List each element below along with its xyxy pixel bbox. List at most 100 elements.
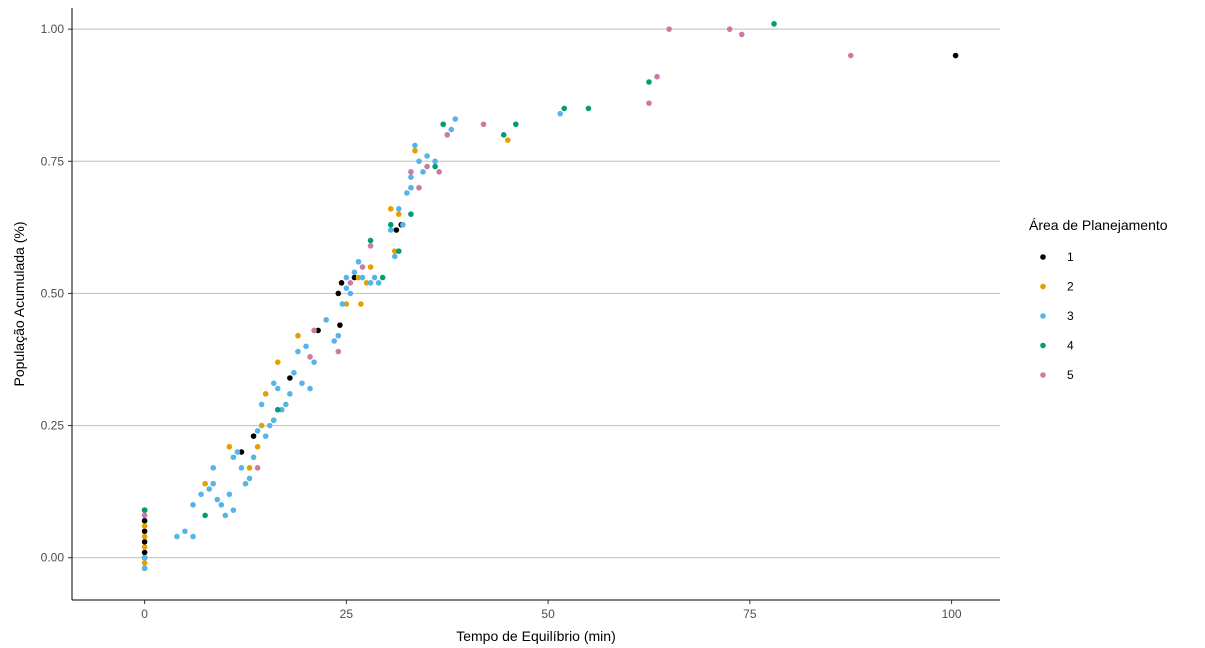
- data-point-area-5: [347, 280, 354, 286]
- data-point-area-5: [307, 354, 313, 360]
- data-point-area-3: [226, 491, 233, 498]
- data-point-area-4: [367, 237, 374, 244]
- data-point-area-1: [141, 549, 148, 556]
- data-point-area-2: [343, 301, 350, 307]
- data-point-area-5: [416, 184, 422, 191]
- data-point-area-3: [391, 253, 398, 260]
- data-point-area-3: [303, 343, 309, 350]
- data-point-area-5: [480, 121, 487, 128]
- data-point-area-3: [262, 433, 269, 439]
- data-point-area-2: [412, 147, 418, 154]
- data-point-area-3: [266, 422, 273, 429]
- data-point-area-4: [408, 211, 414, 217]
- data-point-area-2: [262, 391, 269, 397]
- data-point-area-3: [335, 332, 342, 339]
- data-point-area-3: [371, 274, 378, 281]
- data-point-area-3: [355, 258, 362, 265]
- data-point-area-3: [311, 359, 317, 365]
- data-point-area-3: [404, 190, 410, 196]
- legend: Área de Planejamento 1 2 3 4 5: [1029, 217, 1168, 382]
- data-point-area-2: [367, 264, 374, 270]
- legend-label-5: 5: [1067, 368, 1074, 382]
- data-point-area-2: [226, 443, 233, 450]
- data-point-area-2: [396, 211, 402, 217]
- data-point-area-2: [358, 301, 364, 307]
- x-tick-label: 0: [141, 607, 148, 621]
- legend-key-4: [1040, 342, 1046, 349]
- data-point-area-3: [339, 301, 346, 307]
- data-point-area-3: [218, 502, 225, 508]
- data-point-area-3: [295, 348, 301, 355]
- data-point-area-3: [254, 428, 261, 434]
- data-point-area-3: [557, 110, 564, 117]
- x-tick-label: 50: [541, 607, 555, 621]
- y-tick-label: 0.00: [41, 551, 65, 565]
- data-point-area-4: [396, 248, 402, 254]
- data-point-area-2: [254, 443, 261, 450]
- data-point-area-2: [141, 544, 148, 550]
- data-point-area-3: [246, 475, 253, 482]
- data-point-area-2: [141, 523, 148, 529]
- data-point-area-3: [359, 274, 366, 281]
- data-point-area-3: [343, 285, 350, 291]
- legend-label-4: 4: [1067, 339, 1074, 353]
- data-point-area-3: [274, 385, 281, 392]
- data-point-area-4: [513, 121, 519, 128]
- data-point-area-3: [396, 206, 402, 212]
- data-point-area-3: [250, 454, 257, 461]
- data-point-area-4: [646, 79, 652, 85]
- data-point-area-5: [646, 100, 652, 106]
- data-point-area-2: [246, 465, 253, 471]
- y-ticks: 0.00 0.25 0.50 0.75 1.00: [41, 22, 72, 565]
- data-point-area-3: [452, 116, 459, 122]
- data-point-area-1: [315, 327, 321, 334]
- data-point-area-3: [190, 502, 196, 508]
- data-point-area-3: [214, 496, 221, 503]
- data-point-area-5: [726, 26, 733, 32]
- data-point-area-5: [444, 132, 451, 138]
- data-point-area-3: [279, 406, 285, 413]
- data-point-area-3: [307, 385, 313, 392]
- data-point-area-3: [412, 142, 418, 149]
- axes: [71, 8, 1000, 601]
- data-point-area-1: [141, 539, 148, 545]
- data-points: [141, 21, 959, 572]
- data-point-area-2: [141, 560, 148, 566]
- legend-key-5: [1040, 372, 1046, 378]
- data-point-area-1: [250, 433, 257, 439]
- data-point-area-1: [337, 322, 343, 328]
- data-point-area-2: [295, 332, 301, 339]
- data-point-area-4: [432, 163, 438, 170]
- data-point-area-5: [654, 73, 660, 80]
- data-point-area-3: [242, 480, 249, 487]
- data-point-area-5: [254, 465, 261, 471]
- data-point-area-2: [391, 248, 398, 254]
- data-point-area-4: [585, 105, 592, 112]
- data-point-area-5: [424, 163, 430, 170]
- data-point-area-2: [363, 280, 370, 286]
- legend-title: Área de Planejamento: [1029, 217, 1168, 233]
- data-point-area-3: [198, 491, 204, 498]
- data-point-area-3: [230, 454, 237, 461]
- gridlines: [72, 28, 1000, 559]
- data-point-area-3: [182, 528, 188, 535]
- data-point-area-3: [174, 533, 180, 540]
- data-point-area-4: [387, 221, 394, 228]
- data-point-area-1: [351, 274, 358, 281]
- data-point-area-3: [206, 486, 212, 492]
- data-point-area-4: [440, 121, 447, 128]
- data-point-area-4: [771, 21, 777, 27]
- data-point-area-3: [190, 533, 196, 540]
- data-point-area-3: [210, 480, 217, 487]
- data-point-area-2: [504, 137, 511, 143]
- legend-label-2: 2: [1067, 280, 1074, 294]
- legend-key-3: [1040, 313, 1046, 319]
- data-point-area-2: [258, 422, 265, 429]
- data-point-area-3: [408, 174, 414, 180]
- data-point-area-2: [274, 359, 281, 365]
- y-tick-label: 1.00: [41, 22, 65, 36]
- legend-key-1: [1040, 254, 1046, 260]
- legend-key-2: [1040, 283, 1046, 290]
- data-point-area-3: [331, 338, 338, 344]
